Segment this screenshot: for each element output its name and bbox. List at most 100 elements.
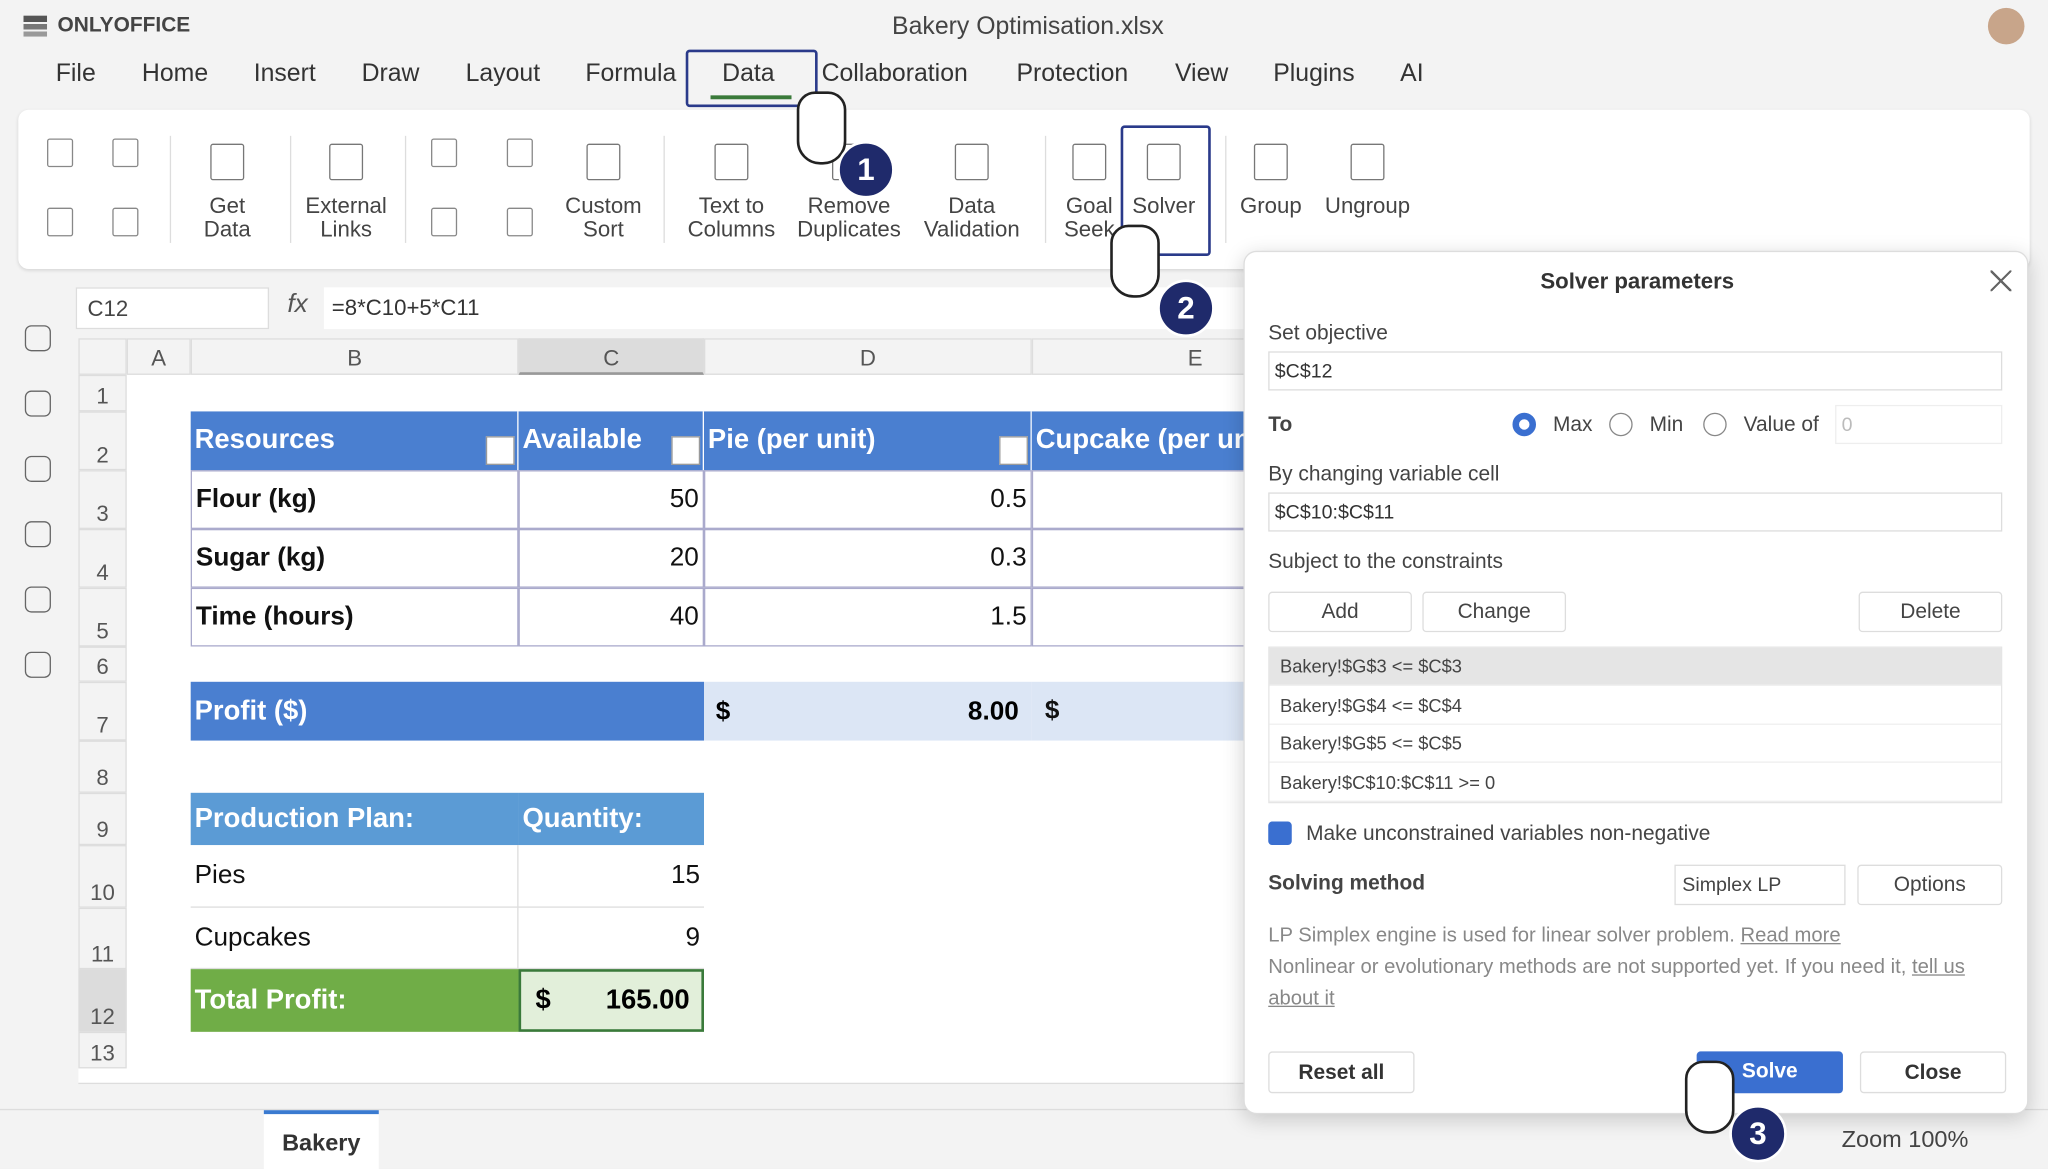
menu-tab[interactable]: Collaboration <box>821 60 968 88</box>
button[interactable]: Reset all <box>1268 1051 1415 1094</box>
row-header: 7 <box>78 681 127 741</box>
menu-tab[interactable]: File <box>55 60 96 88</box>
row-header: 11 <box>78 907 127 970</box>
toolbar-button[interactable]: Solver <box>1132 193 1196 219</box>
toolbar-button[interactable]: Remove Duplicates <box>797 193 901 242</box>
menu-tab[interactable]: AI <box>1400 60 1424 88</box>
active-tab-underline <box>710 95 792 100</box>
radio[interactable] <box>1609 412 1633 437</box>
field-label: Set objective <box>1268 322 1388 345</box>
row-header: 6 <box>78 646 127 682</box>
cell: 40 <box>518 587 704 647</box>
currency: $ <box>535 984 551 1015</box>
side-icon[interactable] <box>24 390 51 417</box>
toolbar-icon <box>1253 143 1288 181</box>
button[interactable]: Close <box>1859 1051 2007 1094</box>
toolbar-icon <box>210 143 245 181</box>
text-field[interactable]: $C$12 <box>1268 351 2003 391</box>
button[interactable]: Change <box>1422 591 1567 633</box>
field-label: Subject to the constraints <box>1268 551 1503 574</box>
name-box: C12 <box>75 287 270 330</box>
table-header: Pie (per unit) <box>703 411 1032 471</box>
radio[interactable] <box>1512 412 1536 437</box>
toolbar-button[interactable]: External Links <box>305 193 387 242</box>
table-header: Total Profit: <box>190 969 519 1032</box>
toolbar-button[interactable]: Custom Sort <box>565 193 642 242</box>
menu-tab[interactable]: Plugins <box>1273 60 1355 88</box>
side-icon[interactable] <box>24 521 51 548</box>
toolbar <box>18 109 2030 270</box>
text-field[interactable]: 0 <box>1835 404 2003 445</box>
fx-label: fx <box>287 289 308 319</box>
note: LP Simplex engine is used for linear sol… <box>1268 921 1999 1015</box>
constraint-item[interactable]: Bakery!$G$5 <= $C$5 <box>1269 724 2001 763</box>
row-header: 2 <box>78 411 127 471</box>
table-header: Profit ($) <box>194 695 308 726</box>
cell: Sugar (kg) <box>190 528 519 588</box>
link[interactable]: Read more <box>1740 924 1841 947</box>
toolbar-button[interactable]: Goal Seek <box>1063 193 1115 242</box>
radio[interactable] <box>1703 412 1727 437</box>
side-icon[interactable] <box>24 455 51 482</box>
column-header: A <box>126 338 191 375</box>
menu-tab[interactable]: Draw <box>361 60 420 88</box>
filter-button[interactable] <box>999 436 1028 465</box>
dialog-title: Solver parameters <box>1540 269 1735 294</box>
tab-highlight <box>685 49 818 108</box>
filter-button[interactable] <box>485 436 515 465</box>
cell: 1.5 <box>703 587 1032 647</box>
constraint-item[interactable]: Bakery!$G$3 <= $C$3 <box>1269 647 2001 686</box>
cell-value: 8.00 <box>967 697 1019 727</box>
cell: Flour (kg) <box>190 470 519 529</box>
side-icon[interactable] <box>24 586 51 613</box>
sheet-tab[interactable]: Bakery <box>263 1110 379 1169</box>
toolbar-icon <box>1350 143 1385 181</box>
filter-button[interactable] <box>671 436 701 465</box>
dropdown[interactable]: Simplex LP <box>1674 864 1846 906</box>
constraint-item[interactable]: Bakery!$G$4 <= $C$4 <box>1269 686 2001 725</box>
cell: 0.5 <box>703 470 1032 529</box>
row-header: 12 <box>78 969 127 1032</box>
toolbar-button[interactable]: Ungroup <box>1324 193 1411 219</box>
toolbar-small-icon <box>431 138 458 168</box>
text-field[interactable]: $C$10:$C$11 <box>1268 492 2003 532</box>
menu-tab[interactable]: Home <box>141 60 209 88</box>
toolbar-small-icon <box>506 138 533 168</box>
menu-tab[interactable]: Protection <box>1016 60 1129 88</box>
button[interactable]: Options <box>1857 864 2003 906</box>
radio-label: Min <box>1649 414 1684 437</box>
solver-dialog: Solver parameters Set objective $C$12 To Max… <box>1243 250 2029 1115</box>
hand-pointer <box>1684 1060 1735 1134</box>
hand-pointer <box>1110 224 1160 298</box>
toolbar-button[interactable]: Text to Columns <box>687 193 776 242</box>
cell: Cupcakes <box>190 907 519 970</box>
menu-tab[interactable]: Formula <box>585 60 677 88</box>
menu-tab[interactable]: Insert <box>253 60 316 88</box>
separator <box>1225 135 1227 243</box>
currency: $ <box>715 697 731 727</box>
link[interactable]: tell us about it <box>1268 956 1965 1010</box>
side-icon[interactable] <box>24 325 51 352</box>
formula-input: =8*C10+5*C11 <box>323 287 1265 330</box>
menu-tab[interactable]: Layout <box>465 60 541 88</box>
toolbar-button[interactable]: Data Validation <box>923 193 1020 242</box>
checkbox[interactable] <box>1268 821 1292 846</box>
cell: 50 <box>518 470 704 529</box>
button[interactable]: Add <box>1268 591 1412 633</box>
constraint-item[interactable]: Bakery!$C$10:$C$11 >= 0 <box>1269 763 2001 802</box>
toolbar-button[interactable]: Group <box>1239 193 1302 219</box>
button[interactable]: Delete <box>1858 591 2003 633</box>
toolbar-button[interactable]: Get Data <box>203 193 251 242</box>
cell: 20 <box>518 528 704 588</box>
separator <box>289 135 292 243</box>
logo-icon <box>23 15 48 37</box>
menu-tab[interactable]: View <box>1174 60 1229 88</box>
side-icon[interactable] <box>24 651 51 678</box>
profit-label-bg <box>190 681 704 741</box>
zoom-label: Zoom 100% <box>1841 1125 1969 1152</box>
close-icon[interactable] <box>1990 270 2012 292</box>
row-header: 3 <box>78 470 127 529</box>
toolbar-icon <box>329 143 364 181</box>
note-text: Nonlinear or evolutionary methods are no… <box>1268 956 1907 979</box>
menu-tab[interactable]: Data <box>722 60 775 88</box>
